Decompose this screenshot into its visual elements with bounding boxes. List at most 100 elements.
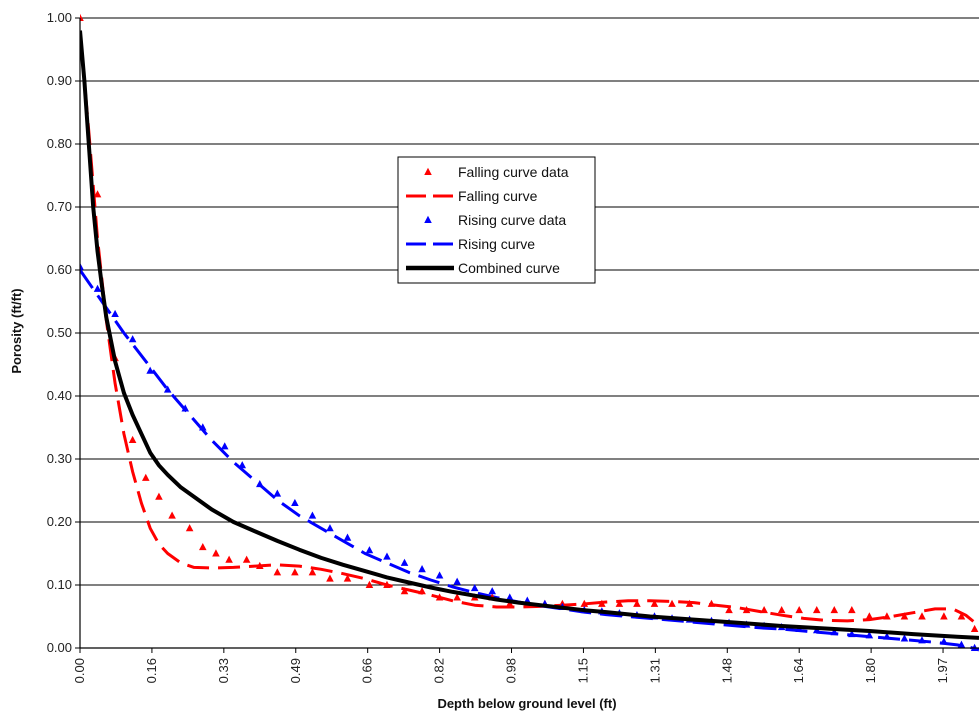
legend-label: Falling curve data	[458, 164, 569, 180]
rising-curve-data-point	[418, 565, 426, 573]
falling-curve-data-point	[383, 580, 391, 588]
falling-curve-data-point	[633, 599, 641, 607]
rising-curve-data-point	[146, 366, 154, 374]
falling-curve-data-point	[848, 606, 856, 614]
rising-curve-data-point	[400, 558, 409, 566]
rising-curve-data-point	[865, 631, 874, 639]
falling-curve-data-point	[725, 606, 733, 614]
legend-item-rising-curve-data: Rising curve data	[424, 212, 566, 228]
legend-item-falling-curve: Falling curve	[406, 188, 538, 204]
falling-curve-data-point	[128, 435, 137, 444]
x-tick-label: 1.48	[719, 658, 734, 683]
falling-curve-data-point	[155, 492, 163, 500]
falling-curve-data-point	[742, 606, 751, 614]
falling-curve-data-point	[80, 13, 84, 21]
y-tick-label: 0.10	[47, 577, 72, 592]
rising-curve-data-point	[505, 593, 514, 601]
rising-curve-data-point	[957, 640, 966, 648]
falling-curve-data-point	[777, 606, 786, 614]
falling-curve-data-point	[830, 606, 839, 614]
legend-label: Falling curve	[458, 188, 538, 204]
falling-curve-line	[80, 30, 979, 628]
y-tick-label: 0.50	[47, 325, 72, 340]
falling-curve-data-point	[418, 587, 426, 595]
rising-curve-line	[80, 269, 979, 652]
falling-curve-data-series	[80, 13, 979, 633]
y-tick-label: 0.80	[47, 136, 72, 151]
y-tick-label: 0.00	[47, 640, 72, 655]
x-axis-title: Depth below ground level (ft)	[437, 696, 616, 711]
rising-curve-data-point	[256, 480, 264, 488]
y-tick-label: 0.40	[47, 388, 72, 403]
x-tick-label: 1.15	[575, 658, 590, 683]
rising-curve-data-point	[435, 571, 444, 579]
x-tick-label: 1.64	[791, 658, 806, 683]
combined-curve-line	[80, 30, 979, 640]
falling-curve-data-point	[273, 568, 282, 576]
y-tick-label: 0.90	[47, 73, 72, 88]
x-tick-label: 0.49	[288, 658, 303, 683]
x-tick-label: 1.31	[647, 658, 662, 683]
falling-curve-data-point	[453, 593, 461, 601]
rising-curve-data-point	[365, 546, 374, 554]
falling-curve-data-point	[168, 511, 176, 519]
legend-marker	[424, 167, 432, 175]
x-tick-label: 0.33	[216, 658, 231, 683]
falling-curve-data-point	[185, 524, 194, 532]
rising-curve-data-point	[883, 632, 891, 640]
legend-item-falling-curve-data: Falling curve data	[424, 164, 569, 180]
y-tick-label: 0.70	[47, 199, 72, 214]
rising-curve-data-point	[326, 524, 334, 532]
rising-curve-data-point	[918, 636, 926, 644]
falling-curve-data-point	[812, 606, 821, 614]
rising-curve-data-point	[238, 461, 247, 469]
falling-curve-series	[80, 30, 979, 628]
falling-curve-data-point	[760, 606, 768, 614]
falling-curve-data-point	[343, 574, 352, 582]
falling-curve-data-point	[865, 612, 874, 620]
rising-curve-data-point	[900, 634, 909, 642]
falling-curve-data-point	[93, 190, 102, 198]
falling-curve-data-point	[970, 624, 979, 633]
falling-curve-data-point	[580, 599, 589, 607]
falling-curve-data-point	[795, 606, 803, 614]
rising-curve-data-point	[940, 637, 948, 645]
falling-curve-data-point	[918, 612, 926, 620]
rising-curve-data-point	[453, 577, 461, 585]
combined-curve-series	[80, 30, 979, 640]
falling-curve-data-point	[707, 599, 716, 607]
falling-curve-data-point	[957, 612, 966, 620]
y-tick-label: 0.60	[47, 262, 72, 277]
rising-curve-data-point	[830, 628, 839, 636]
x-tick-label: 1.97	[935, 658, 950, 683]
falling-curve-data-point	[199, 543, 207, 551]
falling-curve-data-point	[242, 555, 251, 563]
falling-curve-data-point	[212, 549, 220, 557]
rising-curve-data-point	[308, 511, 317, 519]
rising-curve-data-point	[181, 404, 190, 412]
rising-curve-data-point	[291, 498, 299, 507]
rising-curve-data-point	[220, 442, 229, 450]
legend-marker	[424, 215, 432, 223]
legend-label: Rising curve data	[458, 212, 566, 228]
falling-curve-data-point	[142, 473, 150, 481]
y-axis-title: Porosity (ft/ft)	[9, 288, 24, 373]
falling-curve-data-point	[326, 574, 334, 582]
falling-curve-data-point	[900, 612, 909, 620]
rising-curve-data-point	[343, 533, 352, 541]
y-tick-label: 1.00	[47, 10, 72, 25]
rising-curve-data-point	[111, 309, 119, 318]
falling-curve-data-point	[308, 568, 317, 576]
legend: Falling curve data Falling curve Rising cu…	[397, 156, 596, 284]
falling-curve-data-point	[225, 555, 233, 563]
legend-label: Combined curve	[458, 260, 560, 276]
falling-curve-data-point	[650, 599, 659, 607]
rising-curve-data-point	[970, 643, 979, 651]
rising-curve-data-point	[128, 335, 137, 343]
rising-curve-data-point	[93, 284, 102, 292]
falling-curve-data-point	[256, 561, 264, 570]
rising-curve-data-point	[488, 587, 497, 595]
x-tick-label: 0.98	[504, 658, 519, 683]
